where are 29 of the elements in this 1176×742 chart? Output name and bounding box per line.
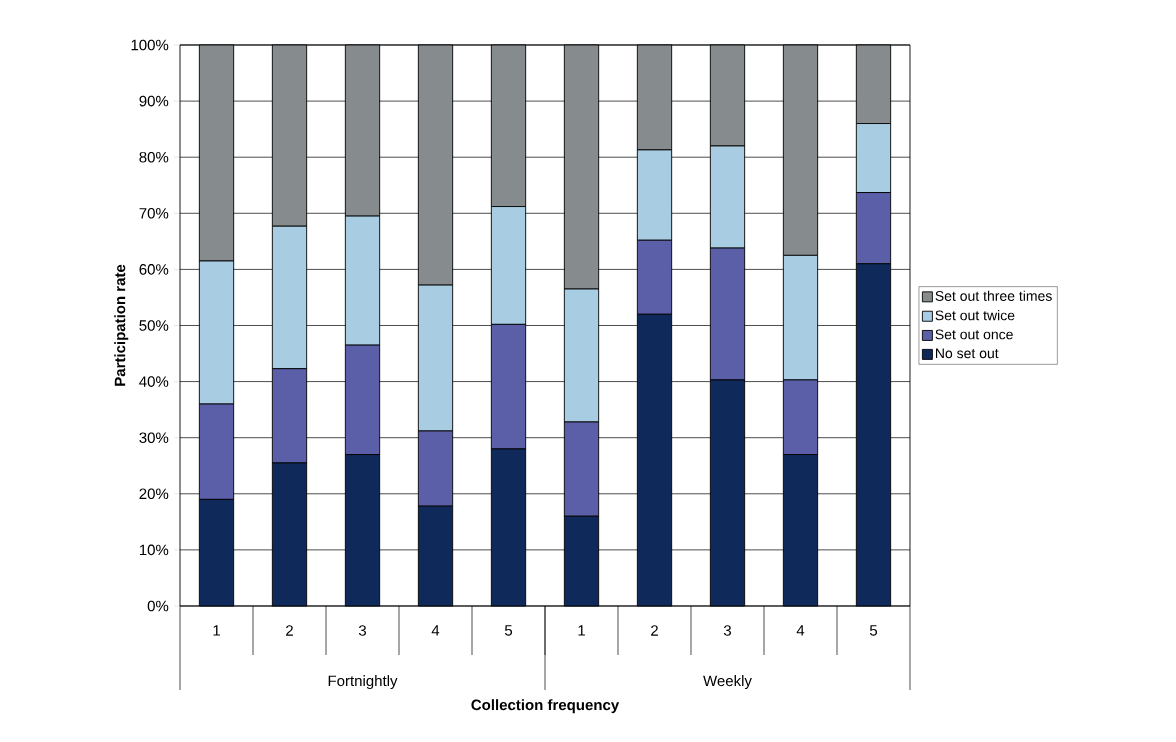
legend-label: Set out twice xyxy=(935,310,1015,321)
x-tick-label: 2 xyxy=(651,625,658,636)
y-tick-label: 70% xyxy=(139,207,169,219)
x-tick-label: 3 xyxy=(723,625,732,636)
y-tick-label: 50% xyxy=(139,320,169,331)
x-tick-label: 3 xyxy=(358,625,367,636)
y-tick-label: 40% xyxy=(139,376,169,387)
text: Weekly xyxy=(703,675,752,690)
x-tick-label: 4 xyxy=(796,625,805,636)
legend-label: No set out xyxy=(936,348,999,359)
y-axis-title: Participation rate xyxy=(114,264,129,386)
x-tick-label: 5 xyxy=(869,625,878,636)
y-tick-label: 80% xyxy=(139,151,169,163)
x-tick-label: 1 xyxy=(578,625,585,636)
y-tick-label: 100% xyxy=(131,39,169,51)
x-tick-label: 2 xyxy=(286,625,293,636)
x-axis-title: Collection frequency xyxy=(471,699,620,714)
y-tick-label: 30% xyxy=(139,432,169,443)
x-tick-label: 1 xyxy=(213,625,220,636)
x-tick-label: 4 xyxy=(431,625,440,636)
y-tick-label: 90% xyxy=(139,95,169,107)
y-tick-label: 20% xyxy=(139,488,169,500)
y-tick-label: 10% xyxy=(139,544,169,556)
legend-label: Set out three times xyxy=(935,290,1052,301)
y-tick-label: 0% xyxy=(147,600,169,612)
y-tick-label: 60% xyxy=(139,264,169,275)
text: Fortnightly xyxy=(328,675,398,690)
legend-label: Set out once xyxy=(935,329,1013,340)
x-tick-label: 5 xyxy=(504,625,513,636)
